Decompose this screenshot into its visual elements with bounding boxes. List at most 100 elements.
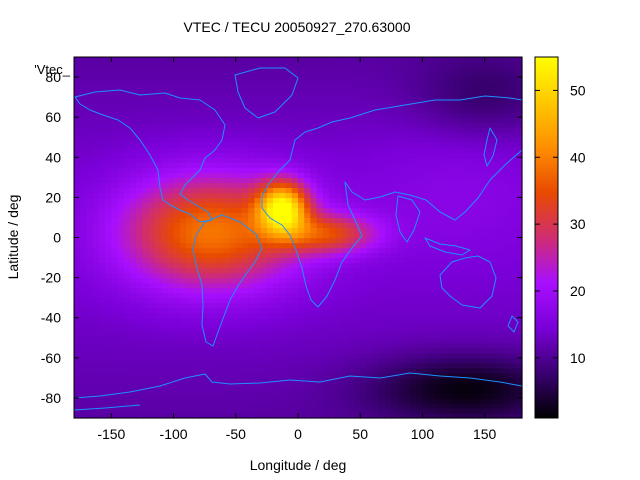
heatmap-cell xyxy=(285,107,293,113)
heatmap-cell xyxy=(298,77,305,83)
heatmap-cell xyxy=(322,192,330,198)
heatmap-cell xyxy=(484,292,492,299)
heatmap-cell xyxy=(354,312,361,319)
heatmap-cell xyxy=(466,362,473,369)
heatmap-cell xyxy=(92,367,100,374)
heatmap-cell xyxy=(130,132,137,138)
heatmap-cell xyxy=(397,347,405,354)
heatmap-cell xyxy=(466,77,473,83)
heatmap-cell xyxy=(416,402,424,409)
heatmap-cell xyxy=(484,387,492,394)
heatmap-cell xyxy=(291,372,299,379)
heatmap-cell xyxy=(136,227,144,234)
heatmap-cell xyxy=(74,87,81,93)
heatmap-cell xyxy=(298,267,305,274)
heatmap-cell xyxy=(391,87,399,93)
heatmap-cell xyxy=(459,387,467,394)
heatmap-cell xyxy=(98,272,106,279)
heatmap-cell xyxy=(161,222,168,229)
heatmap-cell xyxy=(242,232,249,239)
heatmap-cell xyxy=(273,77,280,83)
heatmap-cell xyxy=(459,167,467,173)
heatmap-cell xyxy=(254,392,262,399)
heatmap-cell xyxy=(229,402,237,409)
heatmap-cell xyxy=(503,412,511,419)
heatmap-cell xyxy=(416,322,424,329)
heatmap-cell xyxy=(254,127,262,133)
heatmap-cell xyxy=(441,122,448,128)
heatmap-cell xyxy=(154,132,162,138)
heatmap-cell xyxy=(447,412,455,419)
heatmap-cell xyxy=(154,112,162,118)
heatmap-cell xyxy=(161,242,168,249)
heatmap-cell xyxy=(148,297,156,304)
heatmap-cell xyxy=(285,202,293,209)
heatmap-cell xyxy=(472,232,480,239)
heatmap-cell xyxy=(378,382,386,389)
heatmap-cell xyxy=(98,82,106,88)
heatmap-cell xyxy=(335,147,343,153)
heatmap-cell xyxy=(459,332,467,339)
heatmap-cell xyxy=(279,62,287,68)
heatmap-cell xyxy=(484,92,492,98)
heatmap-cell xyxy=(316,412,324,419)
heatmap-cell xyxy=(210,177,218,183)
heatmap-cell xyxy=(316,72,324,78)
heatmap-cell xyxy=(254,282,262,289)
heatmap-cell xyxy=(136,272,144,279)
heatmap-cell xyxy=(223,332,231,339)
heatmap-cell xyxy=(242,262,249,269)
heatmap-cell xyxy=(254,387,262,394)
heatmap-cell xyxy=(453,247,461,254)
heatmap-cell xyxy=(266,117,274,123)
heatmap-cell xyxy=(360,102,368,108)
heatmap-cell xyxy=(441,337,448,344)
heatmap-cell xyxy=(248,87,256,93)
heatmap-cell xyxy=(354,262,361,269)
heatmap-cell xyxy=(385,207,392,214)
heatmap-cell xyxy=(142,147,150,153)
heatmap-cell xyxy=(142,277,150,284)
heatmap-cell xyxy=(472,77,480,83)
heatmap-cell xyxy=(316,102,324,108)
heatmap-cell xyxy=(416,397,424,404)
heatmap-cell xyxy=(242,352,249,359)
heatmap-cell xyxy=(391,97,399,103)
heatmap-cell xyxy=(210,322,218,329)
heatmap-cell xyxy=(273,307,280,314)
heatmap-cell xyxy=(490,212,498,219)
heatmap-cell xyxy=(410,337,417,344)
heatmap-cell xyxy=(235,192,243,198)
heatmap-cell xyxy=(341,367,349,374)
heatmap-cell xyxy=(335,187,343,193)
heatmap-cell xyxy=(198,372,206,379)
heatmap-cell xyxy=(472,342,480,349)
heatmap-cell xyxy=(204,412,212,419)
heatmap-cell xyxy=(428,282,436,289)
heatmap-cell xyxy=(372,307,380,314)
heatmap-cell xyxy=(478,202,486,209)
heatmap-cell xyxy=(229,177,237,183)
heatmap-cell xyxy=(503,382,511,389)
heatmap-cell xyxy=(391,247,399,254)
heatmap-cell xyxy=(472,127,480,133)
heatmap-cell xyxy=(453,147,461,153)
heatmap-cell xyxy=(123,202,131,209)
heatmap-cell xyxy=(273,202,280,209)
heatmap-cell xyxy=(434,402,442,409)
heatmap-cell xyxy=(360,97,368,103)
heatmap-cell xyxy=(273,172,280,178)
heatmap-cell xyxy=(422,82,430,88)
heatmap-cell xyxy=(484,342,492,349)
heatmap-cell xyxy=(148,137,156,143)
heatmap-cell xyxy=(186,82,193,88)
heatmap-cell xyxy=(217,142,224,148)
heatmap-cell xyxy=(173,142,181,148)
heatmap-cell xyxy=(105,362,112,369)
heatmap-cell xyxy=(111,77,119,83)
heatmap-cell xyxy=(316,132,324,138)
heatmap-cell xyxy=(273,97,280,103)
heatmap-cell xyxy=(372,367,380,374)
heatmap-cell xyxy=(242,167,249,173)
heatmap-cell xyxy=(416,227,424,234)
